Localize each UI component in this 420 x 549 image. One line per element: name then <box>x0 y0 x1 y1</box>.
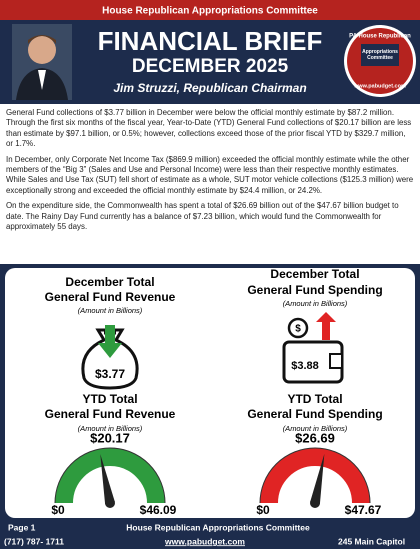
wallet-icon: $ <box>282 312 344 384</box>
footer-org: House Republican Appropriations Committe… <box>126 522 310 532</box>
footer-address: 245 Main Capitol <box>338 536 405 546</box>
panel-heading: General Fund Spending <box>247 283 382 297</box>
paragraph: In December, only Corporate Net Income T… <box>6 154 414 195</box>
gauge-max: $46.09 <box>140 503 177 517</box>
footer-url: www.pabudget.com <box>164 536 245 546</box>
paragraph: General Fund collections of $3.77 billio… <box>6 108 412 149</box>
footer-page: Page 1 <box>8 522 36 532</box>
title: FINANCIAL BRIEF <box>98 26 323 56</box>
panel-unit: (Amount in Billions) <box>283 299 348 308</box>
svg-text:$: $ <box>295 324 301 335</box>
gauge-hub <box>310 498 320 508</box>
gauge-max: $47.67 <box>345 503 382 517</box>
december-revenue-value: $3.77 <box>95 367 125 381</box>
december-spending-value: $3.88 <box>291 360 319 372</box>
logo-center: Appropriations Committee <box>362 49 398 61</box>
banner-text: House Republican Appropriations Committe… <box>102 6 318 17</box>
panel-heading: General Fund Spending <box>247 407 382 421</box>
panel-heading: YTD Total <box>82 392 137 406</box>
panel-heading: General Fund Revenue <box>45 290 176 304</box>
gauge-outline <box>54 447 166 504</box>
gauge-min: $0 <box>51 503 65 517</box>
footer-phone: (717) 787- 1711 <box>4 536 64 546</box>
gauge-min: $0 <box>256 503 270 517</box>
byline: Jim Struzzi, Republican Chairman <box>113 81 306 95</box>
paragraph: On the expenditure side, the Commonwealt… <box>6 201 399 232</box>
gauge-arc <box>260 448 370 504</box>
subtitle: DECEMBER 2025 <box>132 56 289 77</box>
panel-heading: December Total <box>65 275 154 289</box>
panel-heading: General Fund Revenue <box>45 407 176 421</box>
gauge-arc <box>55 448 165 504</box>
gauge-needle <box>100 453 115 504</box>
logo-arc: PA House Republican <box>349 34 411 40</box>
panel-unit: (Amount in Billions) <box>283 424 348 433</box>
logo-url: www.pabudget.com <box>353 83 406 89</box>
logo: PA House Republican Appropriations Commi… <box>344 25 416 97</box>
money-bag-icon <box>81 325 139 390</box>
gauge-value: $26.69 <box>295 430 335 445</box>
gauge-needle <box>310 453 325 504</box>
gauge-outline <box>259 447 371 504</box>
body-text: General Fund collections of $3.77 billio… <box>6 108 414 237</box>
top-banner <box>0 0 420 20</box>
gauge-value: $20.17 <box>90 430 130 445</box>
gauge-hub <box>105 498 115 508</box>
panel-heading: YTD Total <box>287 392 342 406</box>
panel-unit: (Amount in Billions) <box>78 306 143 315</box>
panel-unit: (Amount in Billions) <box>78 424 143 433</box>
footer-band <box>0 520 420 549</box>
panel-heading: December Total <box>270 267 359 281</box>
chairman-photo <box>12 24 72 100</box>
